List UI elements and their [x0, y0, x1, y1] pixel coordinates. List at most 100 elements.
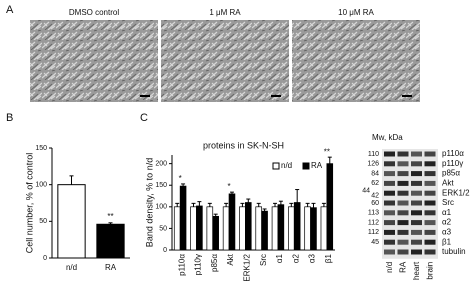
bar	[310, 207, 317, 251]
mw-label: 45	[371, 239, 379, 246]
y-tick-label: 200	[155, 160, 167, 167]
x-tick-label: p85α	[210, 254, 219, 272]
lane-label: n/d	[385, 262, 394, 273]
blot-band	[397, 229, 409, 235]
y-tick-label: 0	[43, 255, 47, 262]
y-tick-label: 150	[35, 145, 47, 152]
panel-label: C	[140, 112, 148, 124]
x-tick-label: Src	[259, 254, 268, 266]
scale-bar	[271, 95, 281, 97]
blot-band	[384, 151, 395, 157]
protein-label: Src	[442, 198, 454, 207]
blot-band	[424, 229, 436, 235]
micrograph	[292, 20, 420, 102]
y-tick-label: 50	[159, 225, 167, 232]
protein-label: Akt	[442, 179, 454, 188]
blot-band	[424, 249, 436, 255]
mw-label: 44	[362, 188, 370, 195]
bar	[239, 206, 246, 251]
bar	[57, 184, 86, 259]
blot-band	[384, 190, 395, 196]
blot-band	[424, 151, 436, 157]
blot-band	[411, 200, 422, 206]
protein-label: α2	[442, 218, 452, 227]
blot-band	[411, 161, 422, 167]
y-axis-label: Cell number, % of control	[24, 153, 34, 254]
protein-label: β1	[442, 237, 452, 246]
bar	[228, 193, 236, 251]
blot-band	[424, 190, 436, 196]
blot-band	[411, 190, 422, 196]
x-tick-label: RA	[105, 263, 117, 272]
blot-band	[411, 210, 422, 216]
panel-label: A	[6, 4, 14, 16]
y-tick-label: 150	[155, 182, 167, 189]
panel-label: B	[6, 112, 13, 124]
bar	[326, 163, 334, 251]
bar	[173, 206, 181, 251]
blot-band	[424, 171, 436, 177]
bar	[179, 185, 187, 251]
y-tick-label: 100	[35, 182, 47, 189]
micrograph-label: 1 μM RA	[209, 8, 241, 17]
bar	[255, 206, 262, 251]
blot-band	[384, 210, 395, 216]
x-tick-label: α2	[291, 253, 300, 263]
micrograph-label: 10 μM RA	[338, 8, 374, 17]
y-tick-label: 50	[39, 218, 47, 225]
mw-label: 84	[371, 170, 379, 177]
x-tick-label: α3	[308, 253, 317, 263]
blot-band	[411, 229, 422, 235]
mw-label: 110	[368, 151, 379, 158]
protein-label: α3	[442, 228, 452, 237]
blot-band	[384, 180, 395, 186]
blot-band	[384, 220, 395, 226]
mw-label: 126	[367, 161, 379, 168]
mw-label: 113	[368, 210, 379, 217]
legend-swatch	[302, 162, 310, 170]
y-tick-label: 100	[155, 204, 167, 211]
bar	[288, 206, 295, 251]
micrograph-label: DMSO control	[69, 8, 119, 17]
x-tick-label: n/d	[66, 263, 77, 272]
bar	[304, 206, 311, 251]
protein-label: p110α	[442, 149, 464, 158]
significance: **	[107, 212, 113, 221]
bar	[96, 223, 125, 259]
blot-band	[397, 249, 409, 255]
blot-band	[384, 200, 395, 206]
blot-band	[411, 220, 422, 226]
bar	[222, 206, 230, 251]
blot-band	[397, 180, 409, 186]
mw-label: 42	[371, 193, 379, 200]
chart-title: proteins in SK-N-SH	[203, 140, 284, 150]
y-axis-label: Band density, % to n/d	[144, 158, 154, 247]
significance: **	[324, 147, 330, 156]
blot-band	[424, 161, 436, 167]
x-tick-label: Akt	[226, 253, 235, 265]
micrographs: DMSO control 1 μM RA 10 μM RA	[30, 8, 420, 102]
bar	[212, 215, 219, 251]
mw-label: 62	[371, 180, 379, 187]
blot-band	[397, 161, 409, 167]
x-tick-label: α1	[275, 253, 284, 263]
blot-band	[424, 239, 436, 245]
scale-bar	[402, 95, 412, 97]
blot-band	[397, 210, 409, 216]
scale-bar	[140, 95, 150, 97]
blot-band	[411, 151, 422, 157]
bar	[196, 205, 203, 251]
significance: *	[227, 182, 230, 191]
blot-band	[384, 161, 395, 167]
bar	[320, 206, 328, 251]
protein-label: tubulin	[442, 247, 466, 256]
mw-label: 60	[371, 200, 379, 207]
mw-title: Mw, kDa	[372, 133, 403, 142]
x-tick-label: β1	[324, 253, 333, 263]
bar	[261, 210, 268, 251]
blot-band	[397, 151, 409, 157]
blot-band	[424, 210, 436, 216]
lane-label: heart	[412, 261, 421, 280]
blot-band	[384, 249, 395, 255]
